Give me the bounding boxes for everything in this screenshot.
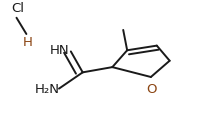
Text: H: H xyxy=(22,36,32,49)
Text: Cl: Cl xyxy=(11,2,24,15)
Text: O: O xyxy=(147,83,157,96)
Text: H₂N: H₂N xyxy=(35,83,60,96)
Text: HN: HN xyxy=(50,44,70,57)
